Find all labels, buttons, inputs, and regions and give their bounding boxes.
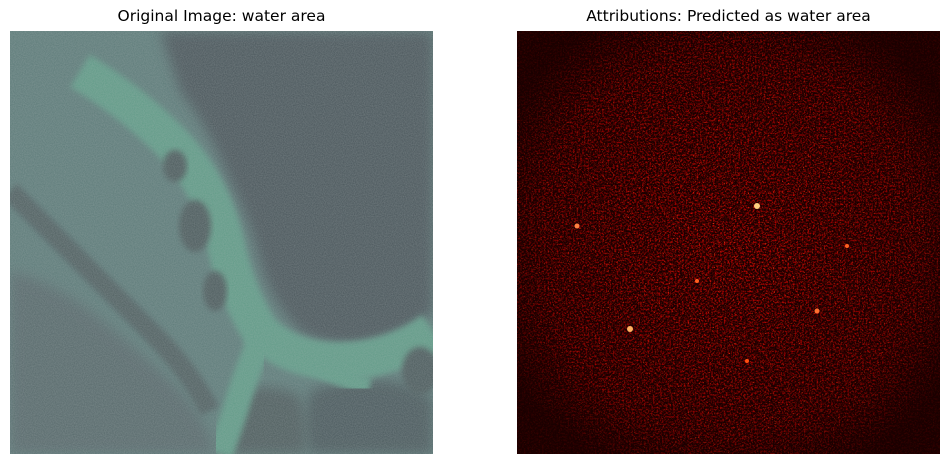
attribution-heatmap-svg [517, 31, 940, 454]
attribution-title: Attributions: Predicted as water area [586, 7, 871, 25]
original-image-title: Original Image: water area [117, 7, 326, 25]
satellite-image [10, 31, 433, 454]
attribution-heatmap [517, 31, 940, 454]
satellite-image-svg [10, 31, 433, 454]
